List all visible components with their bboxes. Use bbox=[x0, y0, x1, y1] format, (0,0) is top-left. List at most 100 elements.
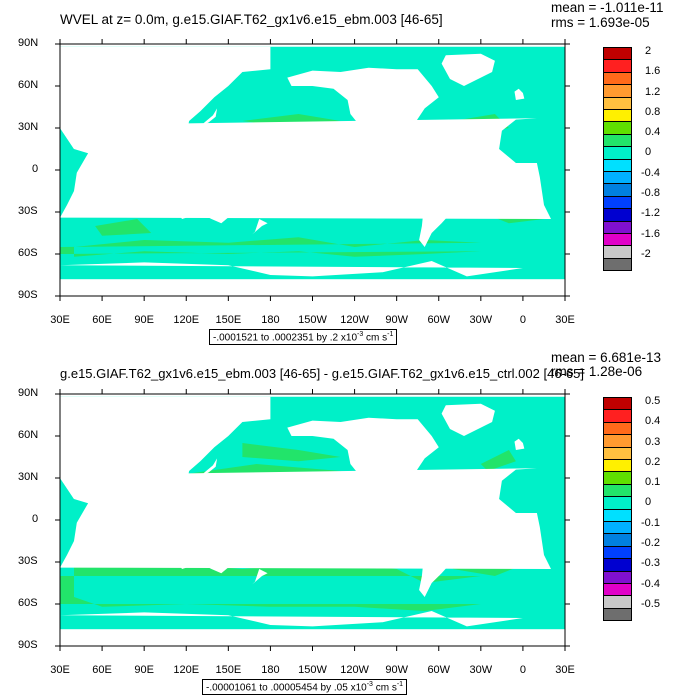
colorbar-label: 0 bbox=[645, 146, 652, 159]
longitude-label: 60W bbox=[427, 314, 451, 326]
latitude-label: 0 bbox=[32, 513, 39, 525]
longitude-label: 120W bbox=[340, 664, 369, 676]
africa-land bbox=[60, 468, 551, 569]
rms-stat: rms = 1.28e-06 bbox=[551, 364, 643, 379]
longitude-label: 30W bbox=[469, 664, 493, 676]
colorbar-swatch bbox=[603, 508, 632, 522]
colorbar-swatch bbox=[603, 71, 632, 86]
colorbar-swatch bbox=[603, 607, 632, 622]
longitude-label: 150E bbox=[215, 664, 242, 676]
eurasia-land bbox=[60, 46, 271, 168]
map-panel-bottom: g.e15.GIAF.T62_gx1v6.e15_ebm.003 [46-65]… bbox=[0, 350, 700, 700]
longitude-label: 90E bbox=[134, 314, 154, 326]
world-map bbox=[55, 389, 570, 651]
longitude-label: 0 bbox=[519, 314, 526, 326]
contour-patch bbox=[60, 562, 481, 611]
colorbar-swatch bbox=[603, 521, 632, 535]
north-america-land bbox=[287, 67, 439, 159]
colorbar-label: 1.6 bbox=[645, 65, 661, 78]
colorbar-label: 0.5 bbox=[645, 395, 661, 407]
colorbar-label: -0.3 bbox=[641, 557, 660, 570]
latitude-label: 30S bbox=[18, 555, 38, 567]
longitude-label: 180 bbox=[261, 314, 280, 326]
new-zealand-land bbox=[252, 219, 268, 235]
colorbar-label: 0.2 bbox=[645, 455, 661, 468]
colorbar-swatch bbox=[603, 595, 632, 609]
latitude-label: 30S bbox=[18, 205, 38, 217]
longitude-label: 30E bbox=[555, 664, 575, 676]
longitude-label: 60E bbox=[92, 314, 112, 326]
longitude-label: 150W bbox=[298, 314, 327, 326]
africa-land bbox=[60, 118, 551, 219]
colorbar-label: -2 bbox=[641, 247, 651, 260]
longitude-label: 30E bbox=[50, 664, 70, 676]
colorbar-swatch bbox=[603, 84, 632, 98]
colorbar-swatch bbox=[603, 121, 632, 135]
contour-info-exponent: -3 bbox=[357, 331, 364, 338]
colorbar-swatch bbox=[603, 446, 632, 460]
colorbar-label: -0.1 bbox=[641, 516, 660, 529]
colorbar-swatch bbox=[603, 570, 632, 584]
longitude-label: 90W bbox=[385, 664, 408, 676]
colorbar-swatch bbox=[603, 409, 632, 423]
madagascar-land bbox=[79, 536, 89, 555]
antarctica-land bbox=[60, 261, 523, 296]
latitude-label: 30N bbox=[18, 121, 39, 133]
colorbar-swatch bbox=[603, 434, 632, 448]
madagascar-land bbox=[79, 186, 89, 205]
south-america-land bbox=[410, 506, 474, 597]
greenland-land bbox=[441, 403, 495, 436]
panel-title: g.e15.GIAF.T62_gx1v6.e15_ebm.003 [46-65]… bbox=[60, 366, 584, 381]
colorbar-swatch bbox=[603, 533, 632, 547]
longitude-label: 180 bbox=[261, 664, 280, 676]
colorbar-swatch bbox=[603, 109, 632, 123]
mean-stat: mean = 6.681e-13 bbox=[551, 350, 661, 365]
colorbar-swatch bbox=[603, 583, 632, 597]
colorbar-swatch bbox=[603, 59, 632, 73]
new-zealand-land bbox=[252, 569, 268, 585]
longitude-label: 150W bbox=[298, 664, 327, 676]
colorbar-label: 0 bbox=[645, 496, 652, 509]
contour-patch bbox=[60, 237, 481, 257]
contour-info-unit-exponent: -1 bbox=[396, 681, 404, 688]
panel-title: WVEL at z= 0.0m, g.e15.GIAF.T62_gx1v6.e1… bbox=[60, 12, 443, 27]
latitude-label: 90N bbox=[18, 387, 39, 399]
longitude-label: 0 bbox=[519, 664, 526, 676]
australia-land bbox=[177, 185, 233, 224]
map-panel-top: WVEL at z= 0.0m, g.e15.GIAF.T62_gx1v6.e1… bbox=[18, 0, 663, 346]
latitude-label: 60N bbox=[18, 79, 39, 91]
latitude-label: 30N bbox=[18, 471, 39, 483]
antarctica-land bbox=[60, 611, 523, 646]
colorbar-label: -0.8 bbox=[641, 187, 660, 200]
contour-info-text: -.00001061 to .00005454 by .05 x10 bbox=[206, 682, 367, 694]
colorbar-label: -0.5 bbox=[641, 597, 660, 610]
colorbar-swatch bbox=[603, 158, 632, 172]
colorbar-swatch bbox=[603, 421, 632, 436]
longitude-label: 150E bbox=[215, 314, 242, 326]
contour-info-box: -.0001521 to .0002351 by .2 x10-3 cm s-1 bbox=[209, 329, 398, 346]
colorbar-label: 0.4 bbox=[645, 126, 661, 139]
colorbar-label: 0.3 bbox=[645, 435, 661, 448]
colorbar-swatch bbox=[603, 171, 632, 185]
eurasia-land bbox=[60, 396, 271, 518]
contour-info-unit: cm s bbox=[363, 332, 388, 344]
longitude-label: 30E bbox=[555, 314, 575, 326]
japan-land bbox=[200, 108, 218, 127]
colorbar-label: 2 bbox=[645, 45, 652, 57]
contour-patch bbox=[480, 450, 516, 471]
longitude-label: 30W bbox=[469, 314, 493, 326]
latitude-label: 90S bbox=[18, 289, 38, 301]
longitude-label: 30E bbox=[50, 314, 70, 326]
colorbar-label: -0.4 bbox=[641, 577, 660, 590]
colorbar-label: 0.4 bbox=[645, 415, 661, 428]
colorbar-label: -0.4 bbox=[641, 166, 660, 179]
colorbar-swatch bbox=[603, 397, 632, 411]
map-plot bbox=[55, 389, 570, 651]
north-america-land bbox=[287, 417, 439, 509]
colorbar-swatch bbox=[603, 208, 632, 222]
contour-info-box: -.00001061 to .00005454 by .05 x10-3 cm … bbox=[202, 679, 408, 696]
world-map bbox=[55, 39, 570, 301]
colorbar-label: -1.2 bbox=[641, 207, 660, 220]
contour-info-unit: cm s bbox=[372, 682, 397, 694]
colorbar-label: -0.2 bbox=[641, 537, 660, 550]
